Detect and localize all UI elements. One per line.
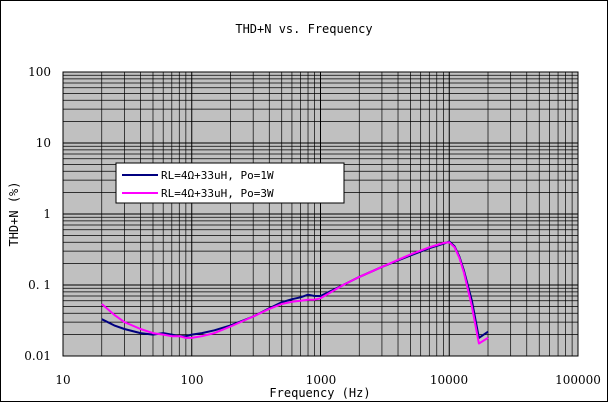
x-tick-label: 10000 — [430, 373, 468, 387]
y-tick-label: 0. 1 — [28, 278, 51, 292]
series-layer — [101, 240, 489, 345]
chart-title: THD+N vs. Frequency — [235, 22, 372, 36]
y-tick-label: 100 — [28, 65, 51, 79]
y-axis-label: THD+N (%) — [7, 181, 21, 246]
legend-label-1w: RL=4Ω+33uH, Po=1W — [161, 169, 274, 182]
legend-label-3w: RL=4Ω+33uH, Po=3W — [161, 187, 274, 200]
y-tick-label: 1 — [43, 207, 51, 221]
legend-box — [115, 162, 345, 204]
x-tick-label: 100000 — [555, 373, 601, 387]
grid — [62, 72, 578, 357]
x-tick-label: 100 — [181, 373, 204, 387]
series-line-3w — [101, 241, 489, 345]
x-axis-label: Frequency (Hz) — [269, 386, 370, 400]
x-tick-label: 10 — [55, 373, 70, 387]
y-tick-label: 10 — [36, 136, 51, 150]
y-tick-label: 0.01 — [24, 349, 51, 363]
legend: RL=4Ω+33uH, Po=1W RL=4Ω+33uH, Po=3W — [115, 162, 345, 204]
x-tick-label: 1000 — [306, 373, 337, 387]
